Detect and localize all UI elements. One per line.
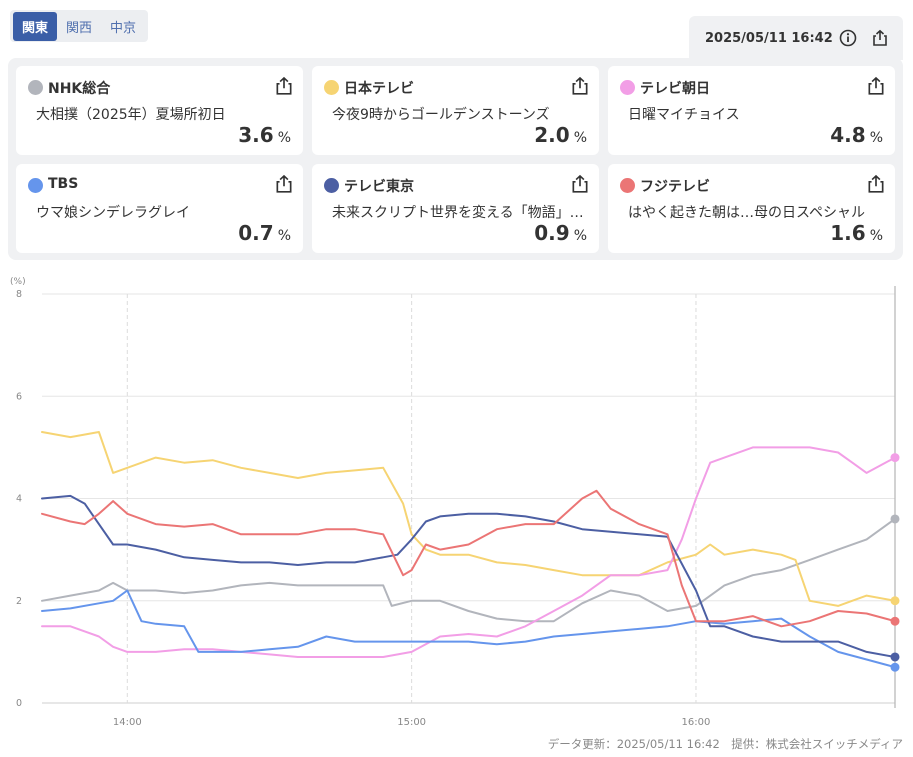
info-icon[interactable] xyxy=(839,29,857,47)
channel-name: フジテレビ xyxy=(640,179,710,195)
share-icon[interactable] xyxy=(866,76,886,96)
rating-value: 0.9% xyxy=(534,221,587,245)
region-tab-chukyo[interactable]: 中京 xyxy=(110,20,137,36)
channel-color-dot xyxy=(28,178,43,193)
channel-color-dot xyxy=(324,80,339,95)
program-title: 大相撲（2025年）夏場所初日 xyxy=(36,107,226,123)
series-line-4 xyxy=(41,494,896,658)
program-title: はやく起きた朝は…母の日スペシャル xyxy=(628,205,866,221)
region-tabs: 関東 関西 中京 xyxy=(10,10,149,42)
share-icon[interactable] xyxy=(871,29,889,47)
series-endpoint-0 xyxy=(890,514,900,524)
ratings-chart[interactable]: (%) 0 2 4 6 8 14:00 15:00 16:00 xyxy=(0,270,913,735)
channel-color-dot xyxy=(28,80,43,95)
y-tick-label: 8 xyxy=(16,289,22,300)
series-line-0 xyxy=(41,517,896,623)
channel-card-nhk[interactable]: NHK総合 大相撲（2025年）夏場所初日 3.6% xyxy=(16,66,303,155)
rating-value: 4.8% xyxy=(830,123,883,147)
channel-name: TBS xyxy=(48,176,79,192)
series-endpoint-5 xyxy=(890,616,900,626)
share-icon[interactable] xyxy=(570,174,590,194)
share-icon[interactable] xyxy=(570,76,590,96)
y-axis-label: (%) xyxy=(10,277,26,287)
x-tick-label: 14:00 xyxy=(113,717,142,728)
program-title: ウマ娘シンデレラグレイ xyxy=(36,205,190,221)
program-title: 日曜マイチョイス xyxy=(628,107,740,123)
share-icon[interactable] xyxy=(866,174,886,194)
channel-card-tbs[interactable]: TBS ウマ娘シンデレラグレイ 0.7% xyxy=(16,164,303,253)
share-icon[interactable] xyxy=(274,76,294,96)
channel-panel: NHK総合 大相撲（2025年）夏場所初日 3.6% 日本テレビ 今夜9時からゴ… xyxy=(8,58,903,260)
update-header: 2025/05/11 16:42 xyxy=(689,16,903,60)
y-tick-label: 6 xyxy=(16,391,22,402)
channel-card-ntv[interactable]: 日本テレビ 今夜9時からゴールデンストーンズ 2.0% xyxy=(312,66,599,155)
rating-value: 1.6% xyxy=(830,221,883,245)
series-line-5 xyxy=(41,489,896,628)
series-line-2 xyxy=(41,446,896,658)
channel-card-tv-asahi[interactable]: テレビ朝日 日曜マイチョイス 4.8% xyxy=(608,66,895,155)
y-tick-label: 2 xyxy=(16,596,22,607)
footer-credit: データ更新：2025/05/11 16:42 提供：株式会社スイッチメディア xyxy=(547,737,903,751)
rating-value: 0.7% xyxy=(238,221,291,245)
share-icon[interactable] xyxy=(274,174,294,194)
rating-value: 2.0% xyxy=(534,123,587,147)
series-line-3 xyxy=(41,589,896,669)
channel-name: 日本テレビ xyxy=(344,81,414,97)
y-tick-label: 0 xyxy=(16,698,22,709)
x-tick-label: 15:00 xyxy=(397,717,426,728)
program-title: 今夜9時からゴールデンストーンズ xyxy=(332,107,550,123)
channel-name: テレビ朝日 xyxy=(640,81,710,97)
series-line-1 xyxy=(41,431,896,607)
program-title: 未来スクリプト世界を変える「物語」… xyxy=(332,205,584,221)
series-endpoint-2 xyxy=(890,453,900,463)
series-endpoint-4 xyxy=(890,652,900,662)
channel-card-tv-tokyo[interactable]: テレビ東京 未来スクリプト世界を変える「物語」… 0.9% xyxy=(312,164,599,253)
y-tick-label: 4 xyxy=(16,494,22,505)
rating-value: 3.6% xyxy=(238,123,291,147)
channel-name: テレビ東京 xyxy=(344,179,414,195)
series-endpoint-1 xyxy=(890,596,900,606)
series-endpoint-3 xyxy=(890,662,900,672)
region-tab-kansai[interactable]: 関西 xyxy=(66,20,93,36)
channel-color-dot xyxy=(620,80,635,95)
x-tick-label: 16:00 xyxy=(682,717,711,728)
region-tab-kanto[interactable]: 関東 xyxy=(13,11,58,41)
updated-datetime: 2025/05/11 16:42 xyxy=(705,30,833,46)
channel-card-fuji[interactable]: フジテレビ はやく起きた朝は…母の日スペシャル 1.6% xyxy=(608,164,895,253)
channel-color-dot xyxy=(324,178,339,193)
channel-name: NHK総合 xyxy=(48,81,111,97)
channel-color-dot xyxy=(620,178,635,193)
